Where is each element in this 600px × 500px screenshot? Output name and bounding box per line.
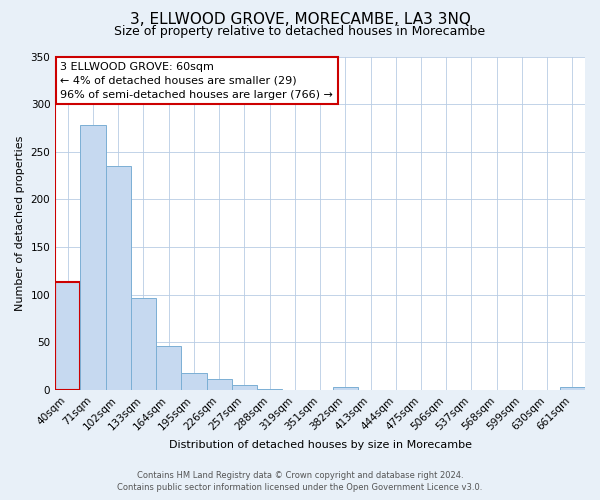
- Bar: [232, 385, 257, 390]
- Bar: [181, 373, 206, 390]
- Bar: [206, 380, 232, 390]
- X-axis label: Distribution of detached houses by size in Morecambe: Distribution of detached houses by size …: [169, 440, 472, 450]
- Bar: [156, 346, 181, 390]
- Text: 3 ELLWOOD GROVE: 60sqm
← 4% of detached houses are smaller (29)
96% of semi-deta: 3 ELLWOOD GROVE: 60sqm ← 4% of detached …: [61, 62, 334, 100]
- Text: 3, ELLWOOD GROVE, MORECAMBE, LA3 3NQ: 3, ELLWOOD GROVE, MORECAMBE, LA3 3NQ: [130, 12, 470, 28]
- Bar: [80, 125, 106, 390]
- Bar: [131, 298, 156, 390]
- Bar: [332, 387, 358, 390]
- Bar: [106, 166, 131, 390]
- Text: Contains HM Land Registry data © Crown copyright and database right 2024.
Contai: Contains HM Land Registry data © Crown c…: [118, 471, 482, 492]
- Bar: [55, 282, 80, 390]
- Text: Size of property relative to detached houses in Morecambe: Size of property relative to detached ho…: [115, 25, 485, 38]
- Y-axis label: Number of detached properties: Number of detached properties: [15, 136, 25, 311]
- Bar: [560, 387, 585, 390]
- Bar: [257, 389, 282, 390]
